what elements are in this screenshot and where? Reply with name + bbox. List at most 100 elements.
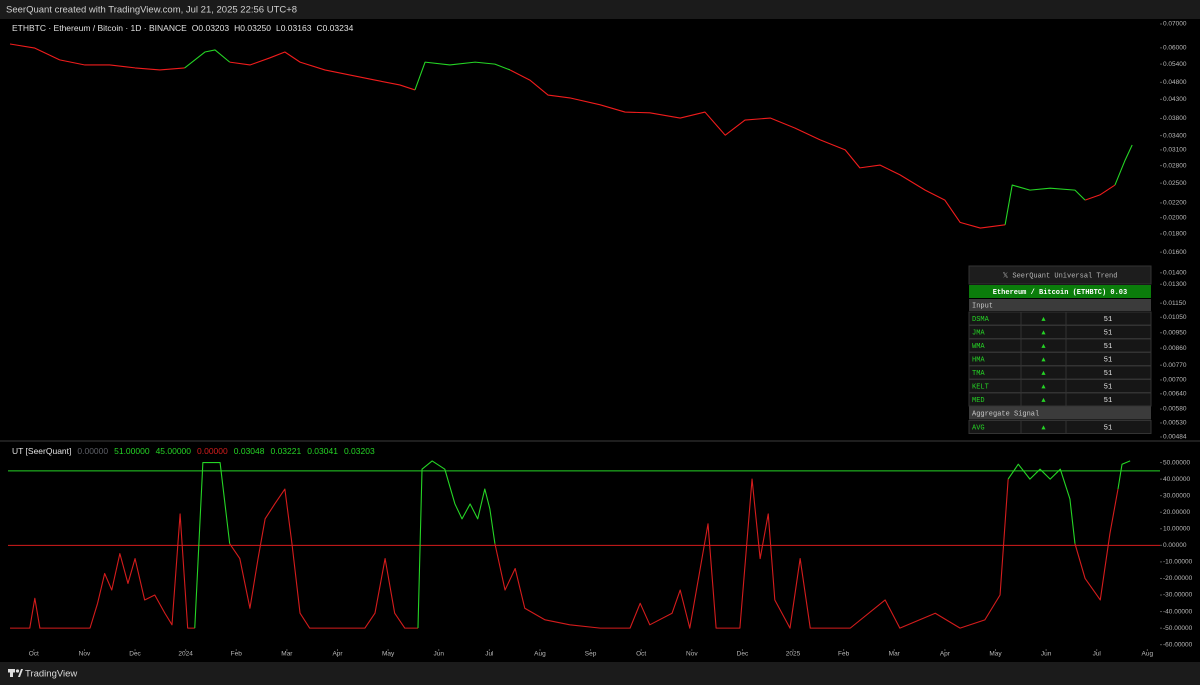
y-tick-label: 0.02800 [1163,162,1187,169]
ohlc-value: H0.03250 [234,23,271,33]
y-tick-label: 0.02000 [1163,214,1187,221]
footer-bar [0,662,1200,685]
table-subtitle-cell [969,285,1151,298]
logo-part [15,669,20,673]
y-tick-label: 0.00640 [1163,391,1187,398]
row-value: 51 [1104,356,1112,364]
legend-value: 51.00000 [114,446,150,456]
row-value: 51 [1104,370,1112,378]
y-tick-label: -10.00000 [1163,559,1193,566]
legend-title: ETHBTC · Ethereum / Bitcoin · 1D · BINAN… [12,23,187,33]
y-tick-label: -20.00000 [1163,575,1193,582]
row-name: KELT [972,383,989,391]
series-line [1004,184,1086,225]
series-line [414,61,511,91]
row-value: 51 [1104,424,1112,432]
legend-value: 45.00000 [156,446,192,456]
x-tick-label: Aug [1142,651,1154,658]
x-tick-label: Nov [79,651,91,658]
y-tick-label: 0.00950 [1163,329,1187,336]
series-line [1117,460,1131,490]
y-tick-label: 50.00000 [1163,459,1190,466]
series-line [9,43,185,71]
x-tick-label: 2025 [786,651,801,658]
tradingview-logo [8,669,23,677]
y-tick-label: 0.00770 [1163,362,1187,369]
row-name: JMA [972,329,985,337]
y-tick-label: 0.00860 [1163,345,1187,352]
section-header: Aggregate Signal [972,410,1039,418]
row-name: AVG [972,424,985,432]
cell [1065,420,1152,434]
x-tick-label: Nov [686,651,698,658]
row-name: MED [972,397,985,405]
row-value: 51 [1104,383,1112,391]
legend-value: 0.03048 [234,446,265,456]
series-line [229,488,418,629]
y-tick-label: 0.02500 [1163,180,1187,187]
table-title: 𝕏 SeerQuant Universal Trend [1003,271,1118,280]
legend-title: UT [SeerQuant] [12,446,71,456]
y-tick-label: 0.01150 [1163,300,1186,307]
section-header: Input [972,302,993,310]
row-signal: ▲ [1041,383,1046,391]
x-tick-label: 2024 [178,651,193,658]
y-tick-label: -30.00000 [1163,592,1193,599]
x-tick-label: Jul [485,651,494,658]
y-tick-label: 30.00000 [1163,492,1190,499]
y-tick-label: 0.00530 [1163,420,1187,427]
row-name: DSMA [972,316,990,324]
y-tick-label: 0.00700 [1163,377,1187,384]
y-tick-label: 0.01400 [1163,270,1187,277]
x-tick-label: Jun [1041,651,1052,658]
section-header-cell [969,299,1151,311]
y-tick-label: 0.01800 [1163,231,1187,238]
y-tick-label: 40.00000 [1163,476,1190,483]
y-tick-label: 0.03400 [1163,132,1187,139]
series-line [1007,463,1076,544]
table-subtitle: Ethereum / Bitcoin (ETHBTC) 0.03 [993,289,1127,297]
series-line [229,51,416,91]
x-tick-label: Feb [838,651,850,658]
y-tick-label: 0.01300 [1163,281,1187,288]
y-tick-label: 0.04300 [1163,96,1187,103]
y-tick-label: 0.03800 [1163,115,1187,122]
logo-part [10,669,13,677]
y-tick-label: 0.06000 [1163,45,1187,52]
y-tick-label: 0.00484 [1163,434,1187,441]
row-signal: ▲ [1041,316,1046,324]
series-line [1114,144,1133,186]
row-value: 51 [1104,316,1112,324]
row-name: HMA [972,356,985,364]
top-bar [0,0,1200,19]
cell [1065,392,1152,407]
x-tick-label: May [989,651,1002,658]
y-tick-label: 10.00000 [1163,526,1190,533]
x-tick-label: May [382,651,395,658]
table-title-cell [968,265,1152,285]
row-signal: ▲ [1041,329,1046,337]
series-line [1074,488,1119,601]
x-tick-label: Feb [231,651,243,658]
y-tick-label: 20.00000 [1163,509,1190,516]
header-title: SeerQuant created with TradingView.com, … [6,5,297,16]
x-tick-label: Mar [281,651,293,658]
series-line [494,478,1009,629]
pane-legend: ETHBTC · Ethereum / Bitcoin · 1D · BINAN… [12,23,354,33]
y-tick-label: -40.00000 [1163,608,1193,615]
row-value: 51 [1104,343,1112,351]
series-line [194,462,231,629]
row-signal: ▲ [1041,343,1046,351]
section-header-cell [969,406,1151,420]
x-tick-label: Oct [29,651,39,658]
ohlc-value: O0.03203 [192,23,230,33]
x-tick-label: Apr [940,651,951,658]
x-tick-label: Jun [433,651,444,658]
series-line [184,49,231,69]
x-tick-label: Dec [737,651,749,658]
pane-legend: UT [SeerQuant] 0.00000 51.00000 45.00000 0.0… [12,446,375,456]
series-line [1084,184,1116,201]
footer-brand: TradingView [25,669,77,680]
legend-value: 0.00000 [197,446,228,456]
